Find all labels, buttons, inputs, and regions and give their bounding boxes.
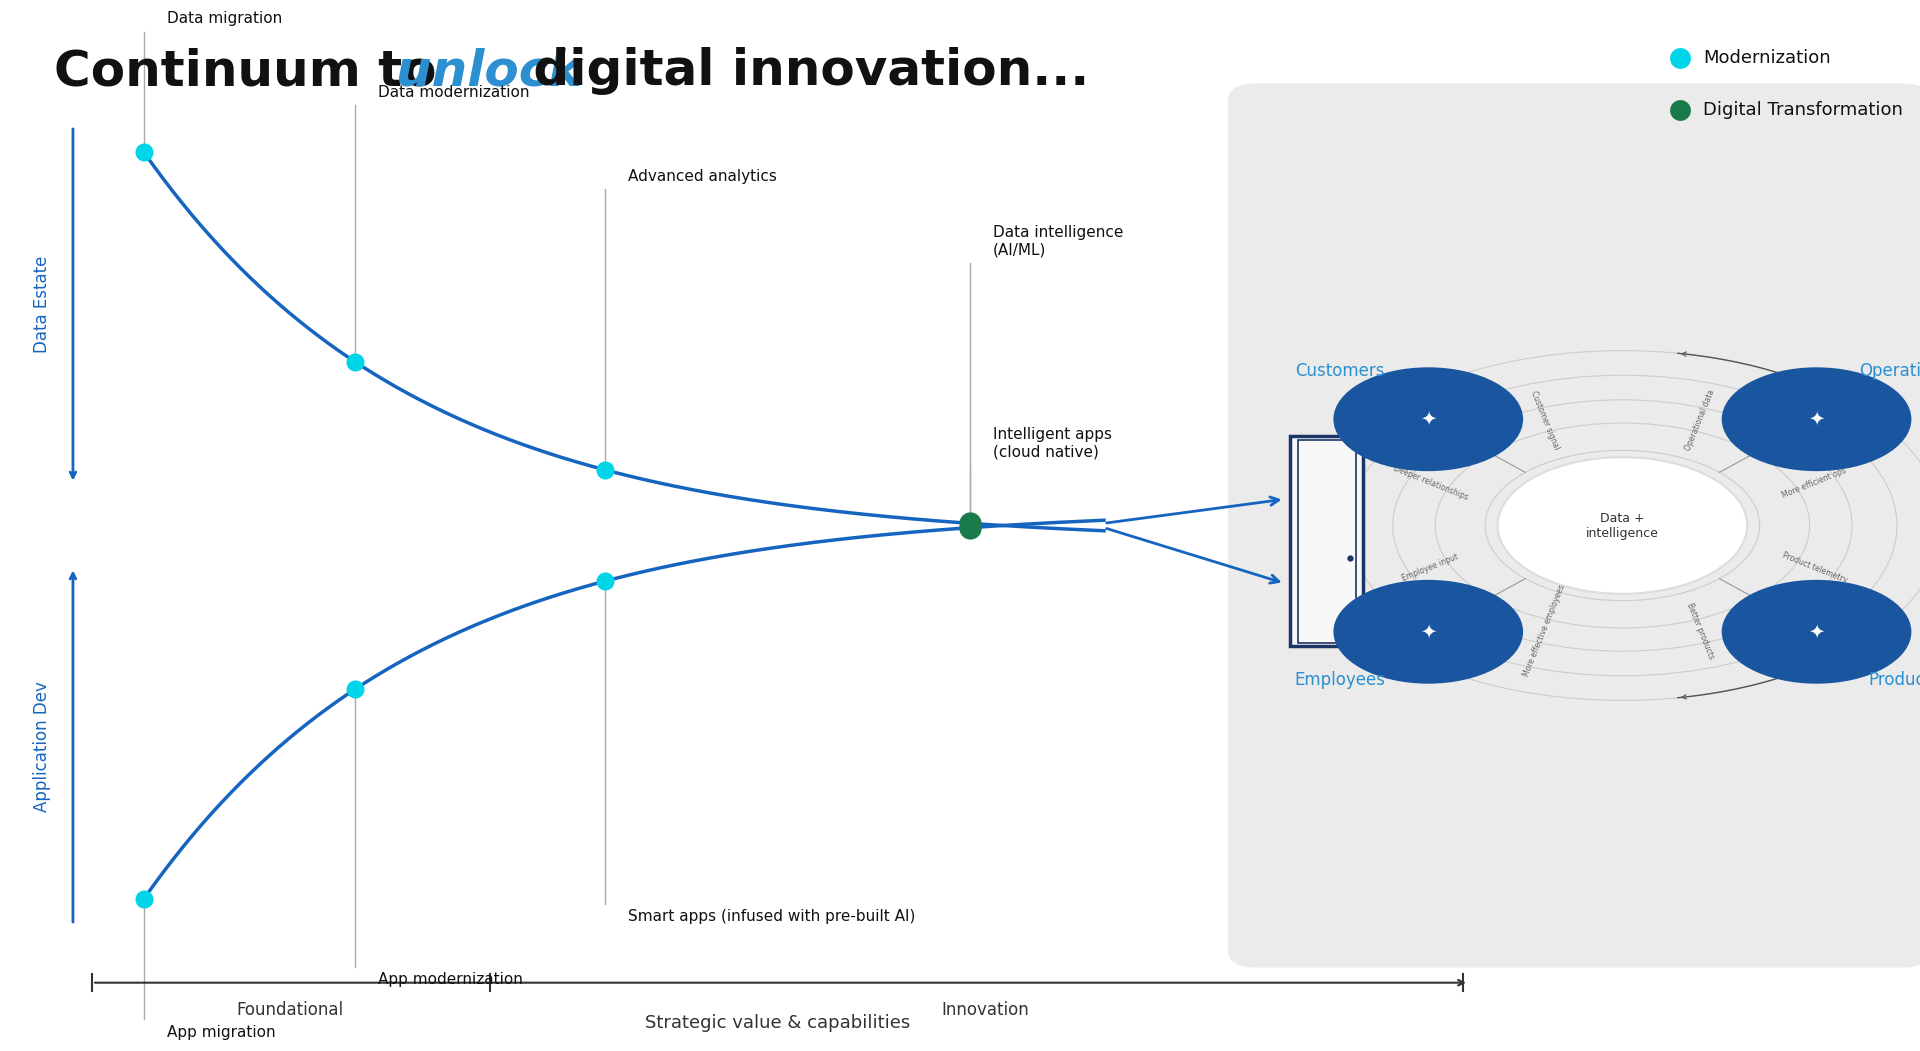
Text: Employee input: Employee input: [1402, 553, 1459, 583]
Text: unlock: unlock: [396, 47, 582, 96]
Text: Data migration: Data migration: [167, 12, 282, 26]
Text: Better products: Better products: [1684, 601, 1715, 660]
Text: Products: Products: [1868, 672, 1920, 689]
Circle shape: [1722, 580, 1912, 684]
Text: Digital Transformation: Digital Transformation: [1703, 101, 1903, 120]
Text: ✦: ✦: [1809, 622, 1824, 641]
Text: Application Dev: Application Dev: [33, 681, 52, 811]
Text: Data Estate: Data Estate: [33, 256, 52, 353]
Text: Innovation: Innovation: [941, 1001, 1029, 1018]
Text: More effective employees: More effective employees: [1523, 583, 1567, 678]
Text: Deeper relationships: Deeper relationships: [1392, 463, 1469, 502]
Text: Operations: Operations: [1859, 362, 1920, 379]
Text: Smart apps (infused with pre-built AI): Smart apps (infused with pre-built AI): [628, 909, 916, 924]
Circle shape: [1498, 457, 1747, 594]
Text: ✦: ✦: [1421, 622, 1436, 641]
Text: Modernization: Modernization: [1703, 48, 1830, 67]
Circle shape: [1332, 367, 1523, 471]
Text: App migration: App migration: [167, 1025, 276, 1039]
Text: ✦: ✦: [1809, 410, 1824, 429]
Circle shape: [1722, 367, 1912, 471]
Text: More efficient ops: More efficient ops: [1782, 466, 1847, 500]
FancyBboxPatch shape: [1290, 436, 1363, 646]
Text: Data modernization: Data modernization: [378, 85, 530, 100]
Text: Customer signal: Customer signal: [1528, 390, 1561, 451]
Text: App modernization: App modernization: [378, 972, 522, 987]
Text: Advanced analytics: Advanced analytics: [628, 169, 778, 184]
Text: Foundational: Foundational: [236, 1001, 344, 1018]
Text: digital innovation...: digital innovation...: [516, 47, 1091, 96]
Circle shape: [1332, 580, 1523, 684]
FancyBboxPatch shape: [1229, 84, 1920, 967]
Text: Employees: Employees: [1294, 672, 1386, 689]
Text: Continuum to: Continuum to: [54, 47, 453, 96]
Text: Intelligent apps
(cloud native): Intelligent apps (cloud native): [993, 427, 1112, 459]
Text: Data intelligence
(AI/ML): Data intelligence (AI/ML): [993, 225, 1123, 257]
Text: ✦: ✦: [1421, 410, 1436, 429]
Text: Customers: Customers: [1296, 362, 1384, 379]
Text: Data +
intelligence: Data + intelligence: [1586, 512, 1659, 539]
Text: Strategic value & capabilities: Strategic value & capabilities: [645, 1014, 910, 1032]
Text: Operational data: Operational data: [1684, 389, 1716, 452]
Text: Product telemetry: Product telemetry: [1780, 551, 1849, 585]
